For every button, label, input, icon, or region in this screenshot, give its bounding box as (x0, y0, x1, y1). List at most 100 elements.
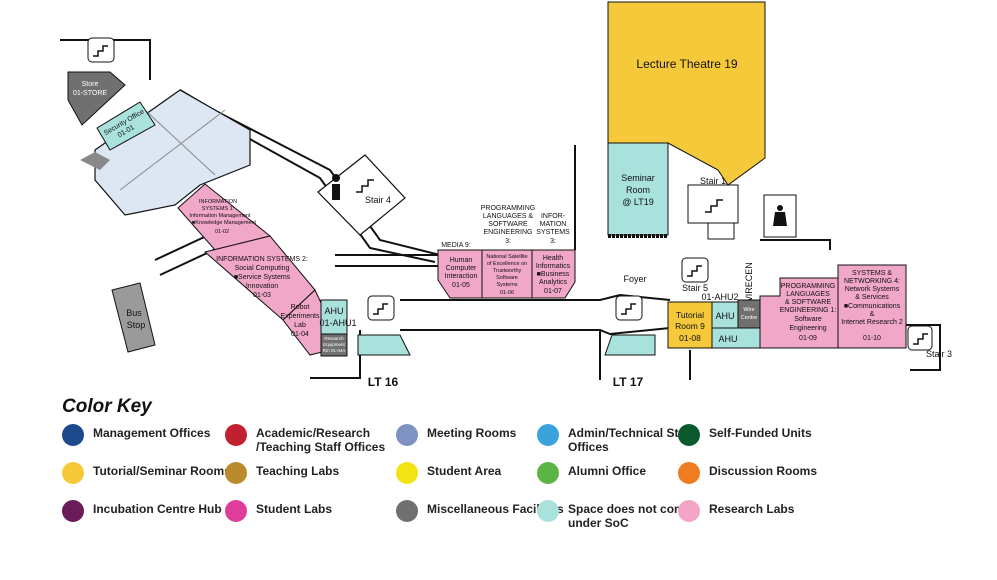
research-eq-label-2: Equipment (323, 342, 345, 347)
legend-item: Incubation Centre Hub (62, 500, 253, 522)
tutorial9-label-1: Tutorial (676, 310, 704, 320)
pl3-title-1: PROGRAMMING (481, 205, 535, 212)
legend-swatch (678, 424, 700, 446)
ahu-a-label: AHU (715, 311, 734, 321)
bus-label-2: Stop (127, 320, 146, 330)
legend-swatch (537, 424, 559, 446)
legend-swatch (62, 462, 84, 484)
legend-label: Miscellaneous Facilities (427, 502, 564, 516)
pl1-label-4: ENGINEERING 1: (780, 307, 837, 314)
legend-item: Discussion Rooms (678, 462, 869, 484)
security-office (96, 101, 156, 151)
stair-1 (687, 184, 739, 224)
sn4-label-3: Network Systems (845, 286, 900, 293)
pl3-title-3: SOFTWARE (488, 221, 528, 228)
legend-item: Admin/Technical Staff Offices (537, 424, 728, 454)
pl3-title-2: LANGUAGES & (483, 213, 534, 220)
stair5-label: Stair 5 (682, 283, 708, 293)
robot-label-3: Lab (294, 322, 306, 329)
bus-label-1: Bus (126, 308, 142, 318)
legend-swatch (225, 462, 247, 484)
seminar-label-1: Seminar (621, 173, 655, 183)
research-eq-label-1: Research (324, 336, 344, 341)
pl3-label-6: 01-06 (500, 290, 514, 296)
lt17-area (604, 334, 656, 356)
ahu1-room (320, 299, 348, 335)
legend-item: Tutorial/Seminar Rooms (62, 462, 253, 484)
woman-icon-body (773, 212, 787, 226)
media9-title: MEDIA 9: (441, 242, 471, 249)
sn4-label-2: NETWORKING 4: (844, 278, 900, 285)
is3-label-2: Informatics (536, 263, 571, 270)
is1-label-3: Information Management (189, 213, 251, 219)
store-label-1: Store (82, 81, 99, 88)
woman-icon (777, 205, 783, 211)
legend-label: Teaching Labs (256, 464, 340, 478)
is3-label-1: Health (543, 255, 563, 262)
legend-label: Space does not come under SoC (568, 502, 692, 530)
stair-top-left (87, 37, 115, 63)
is3-label-3: ■Business (537, 271, 570, 278)
seminar-label-3: @ LT19 (622, 197, 653, 207)
pl1-label-1: PROGRAMMING (781, 283, 835, 290)
wire-centre-room (737, 299, 761, 329)
pl1-label-7: 01-09 (799, 335, 817, 342)
is1-label-1: INFORMATION (199, 199, 237, 205)
legend-swatch (62, 500, 84, 522)
is1-label-5: 01-02 (215, 229, 229, 235)
legend-item: Academic/Research /Teaching Staff Office… (225, 424, 416, 454)
is2-label-5: 01-03 (253, 292, 271, 299)
room-01-05 (437, 249, 483, 299)
is2-label-3: ■Service Systems (234, 274, 291, 281)
legend-label: Alumni Office (568, 464, 647, 478)
room-01-10 (837, 264, 907, 349)
stair4-label: Stair 4 (365, 195, 391, 205)
legend-label: Admin/Technical Staff Offices (568, 426, 694, 454)
stair-icon (621, 303, 636, 315)
robot-label-1: Robot (291, 304, 310, 311)
stair1-label: Stair 1 (700, 176, 726, 186)
lift-icon (707, 222, 735, 240)
legend-swatch (537, 462, 559, 484)
robot-label-2: Experiments (281, 313, 320, 320)
legend-label: Academic/Research /Teaching Staff Office… (256, 426, 386, 454)
is1-label-4: ■Knowledge Management (192, 220, 257, 226)
is2-label-2: Social Computing (235, 265, 290, 272)
media9-label-2: Computer (446, 265, 477, 272)
legend-swatch (678, 500, 700, 522)
sn4-label-7: Internet Research 2 (841, 319, 903, 326)
stair-icon (913, 333, 928, 345)
seminar-room-lt19 (607, 142, 669, 236)
legend-item: Meeting Rooms (396, 424, 587, 446)
legend-swatch (396, 462, 418, 484)
legend-label: Self-Funded Units (709, 426, 812, 440)
stair-corridor-2 (615, 295, 643, 321)
lt19-label: Lecture Theatre 19 (636, 57, 738, 71)
sn4-label-4: & Services (855, 294, 889, 301)
room-01-08 (667, 301, 713, 349)
legend-item: Student Labs (225, 500, 416, 522)
legend-item: Self-Funded Units (678, 424, 869, 446)
legend-item: Alumni Office (537, 462, 728, 484)
pl1-label-2: LANGUAGES (786, 291, 830, 298)
legend-swatch (396, 424, 418, 446)
wirecen-label: 01-WIRECEN (744, 262, 754, 318)
legend-label: Discussion Rooms (709, 464, 818, 478)
is3-label-5: 01-07 (544, 288, 562, 295)
color-key: Color Key Management Offices Academic/Res… (0, 392, 997, 580)
ahu2-label: 01-AHU2 (701, 292, 738, 302)
is3-title-1: INFOR- (541, 213, 566, 220)
stair-icon (93, 45, 108, 57)
room-01-07 (531, 249, 576, 299)
hall-arrow (80, 152, 110, 170)
is3-title-4: 3: (550, 238, 556, 245)
hall-diagonal-1 (144, 109, 216, 176)
stair-4 (317, 154, 406, 236)
floor-map: Store 01-STORE Security Office 01-01 INF… (60, 1, 952, 389)
stair-icon (705, 199, 723, 213)
stair-3 (907, 325, 933, 351)
ahu1-label-1: AHU (324, 306, 343, 316)
man-icon-body (332, 184, 340, 200)
wire-centre-label-1: Wire (743, 307, 754, 313)
is1-label-2: SYSTEMS 1: (202, 206, 235, 212)
